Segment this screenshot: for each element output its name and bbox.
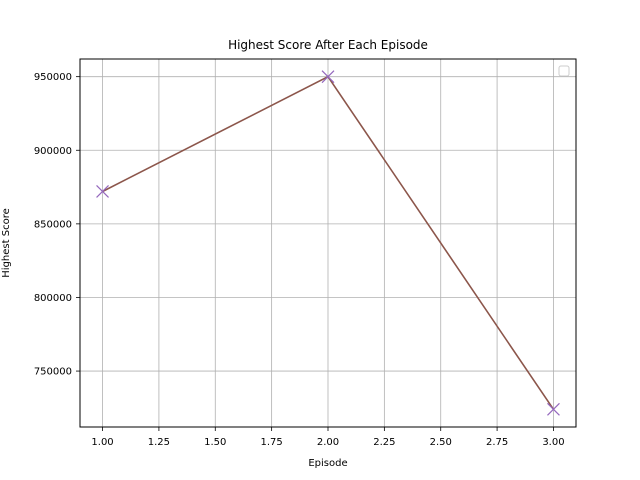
x-tick-label: 1.75 bbox=[261, 437, 283, 448]
x-tick-label: 1.50 bbox=[204, 437, 226, 448]
tick-layer: 1.00 1.25 1.50 1.75 2.00 2.25 2.50 2.75 3.00 7500… bbox=[34, 72, 565, 448]
y-tick-label: 800000 bbox=[34, 293, 72, 304]
marker-stroke bbox=[96, 185, 109, 198]
data-point-marker bbox=[547, 402, 560, 416]
x-tick-label: 1.00 bbox=[91, 437, 113, 448]
y-tick-label: 950000 bbox=[34, 72, 72, 83]
marker-stroke bbox=[547, 402, 560, 416]
x-tick-label: 1.25 bbox=[148, 437, 170, 448]
y-tick-label: 900000 bbox=[34, 146, 72, 157]
y-tick-label: 850000 bbox=[34, 219, 72, 230]
legend-box bbox=[558, 65, 570, 77]
x-tick-label: 2.75 bbox=[486, 437, 508, 448]
chart-title: Highest Score After Each Episode bbox=[228, 38, 428, 52]
marker-stroke bbox=[321, 70, 335, 84]
x-axis-label: Episode bbox=[308, 458, 347, 469]
x-tick-label: 2.25 bbox=[373, 437, 395, 448]
y-tick-label: 750000 bbox=[34, 367, 72, 378]
x-tick-label: 2.00 bbox=[317, 437, 339, 448]
data-point-marker bbox=[96, 185, 109, 198]
x-tick-label: 2.50 bbox=[430, 437, 452, 448]
x-tick-label: 3.00 bbox=[542, 437, 564, 448]
y-axis-label: Highest Score bbox=[1, 208, 12, 277]
data-point-marker bbox=[321, 70, 335, 84]
series-layer bbox=[96, 70, 560, 416]
